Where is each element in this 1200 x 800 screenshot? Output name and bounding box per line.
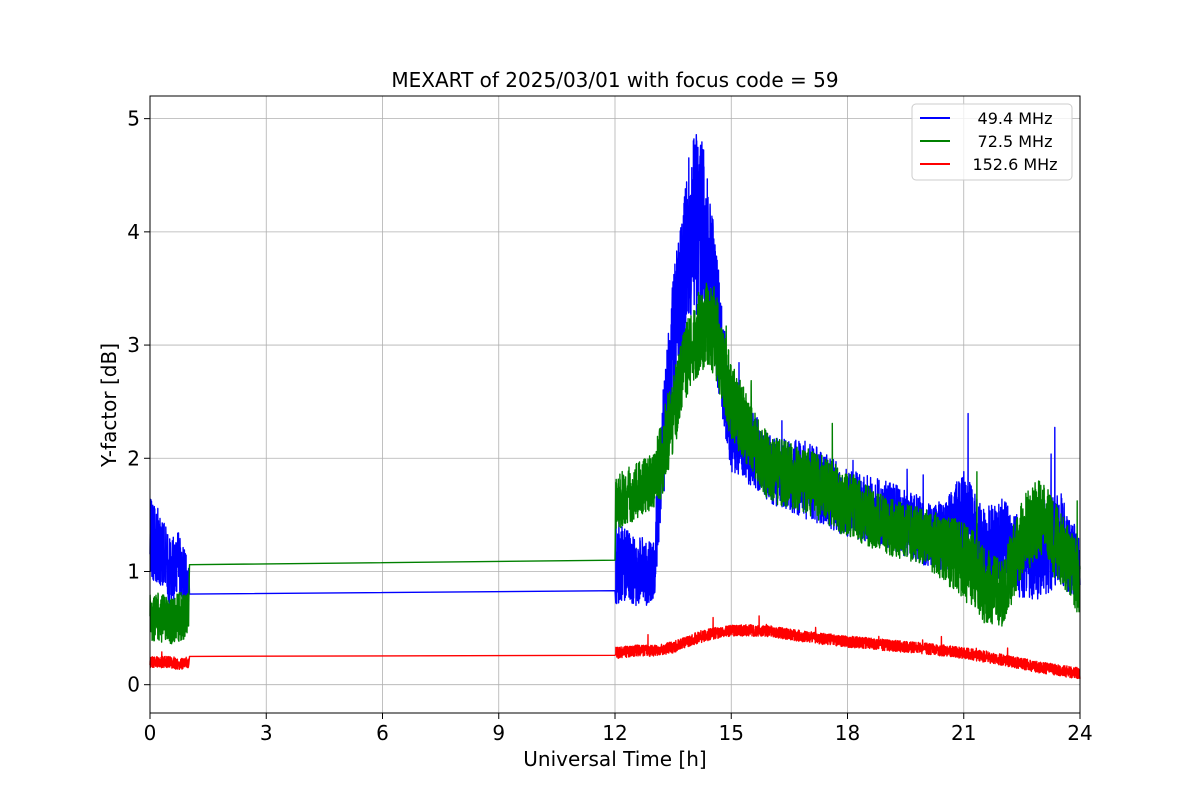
y-tick-label: 0 — [127, 673, 140, 697]
x-tick-label: 12 — [602, 721, 627, 745]
grid — [149, 96, 1081, 713]
x-axis-label: Universal Time [h] — [523, 747, 706, 771]
legend: 49.4 MHz 72.5 MHz 152.6 MHz — [911, 103, 1073, 181]
x-tick-label: 6 — [376, 721, 389, 745]
y-tick-label: 4 — [127, 220, 140, 244]
legend-label: 72.5 MHz — [978, 132, 1053, 151]
y-tick-label: 3 — [127, 333, 140, 357]
y-axis-label: Y-factor [dB] — [97, 343, 121, 468]
series-line — [149, 282, 1081, 645]
x-tick-label: 9 — [492, 721, 505, 745]
series-layer — [149, 134, 1081, 680]
y-tick-label: 1 — [127, 559, 140, 583]
y-tick-label: 5 — [127, 107, 140, 131]
chart-title: MEXART of 2025/03/01 with focus code = 5… — [391, 68, 838, 92]
x-tick-label: 3 — [260, 721, 273, 745]
legend-label: 152.6 MHz — [972, 155, 1057, 174]
x-tick-label: 0 — [144, 721, 157, 745]
series-line — [149, 615, 1081, 680]
x-tick-label: 21 — [951, 721, 976, 745]
x-tick-label: 15 — [719, 721, 744, 745]
x-tick-label: 24 — [1067, 721, 1092, 745]
legend-label: 49.4 MHz — [978, 109, 1053, 128]
y-tick-label: 2 — [127, 446, 140, 470]
x-tick-label: 18 — [835, 721, 860, 745]
legend-box — [911, 103, 1073, 181]
